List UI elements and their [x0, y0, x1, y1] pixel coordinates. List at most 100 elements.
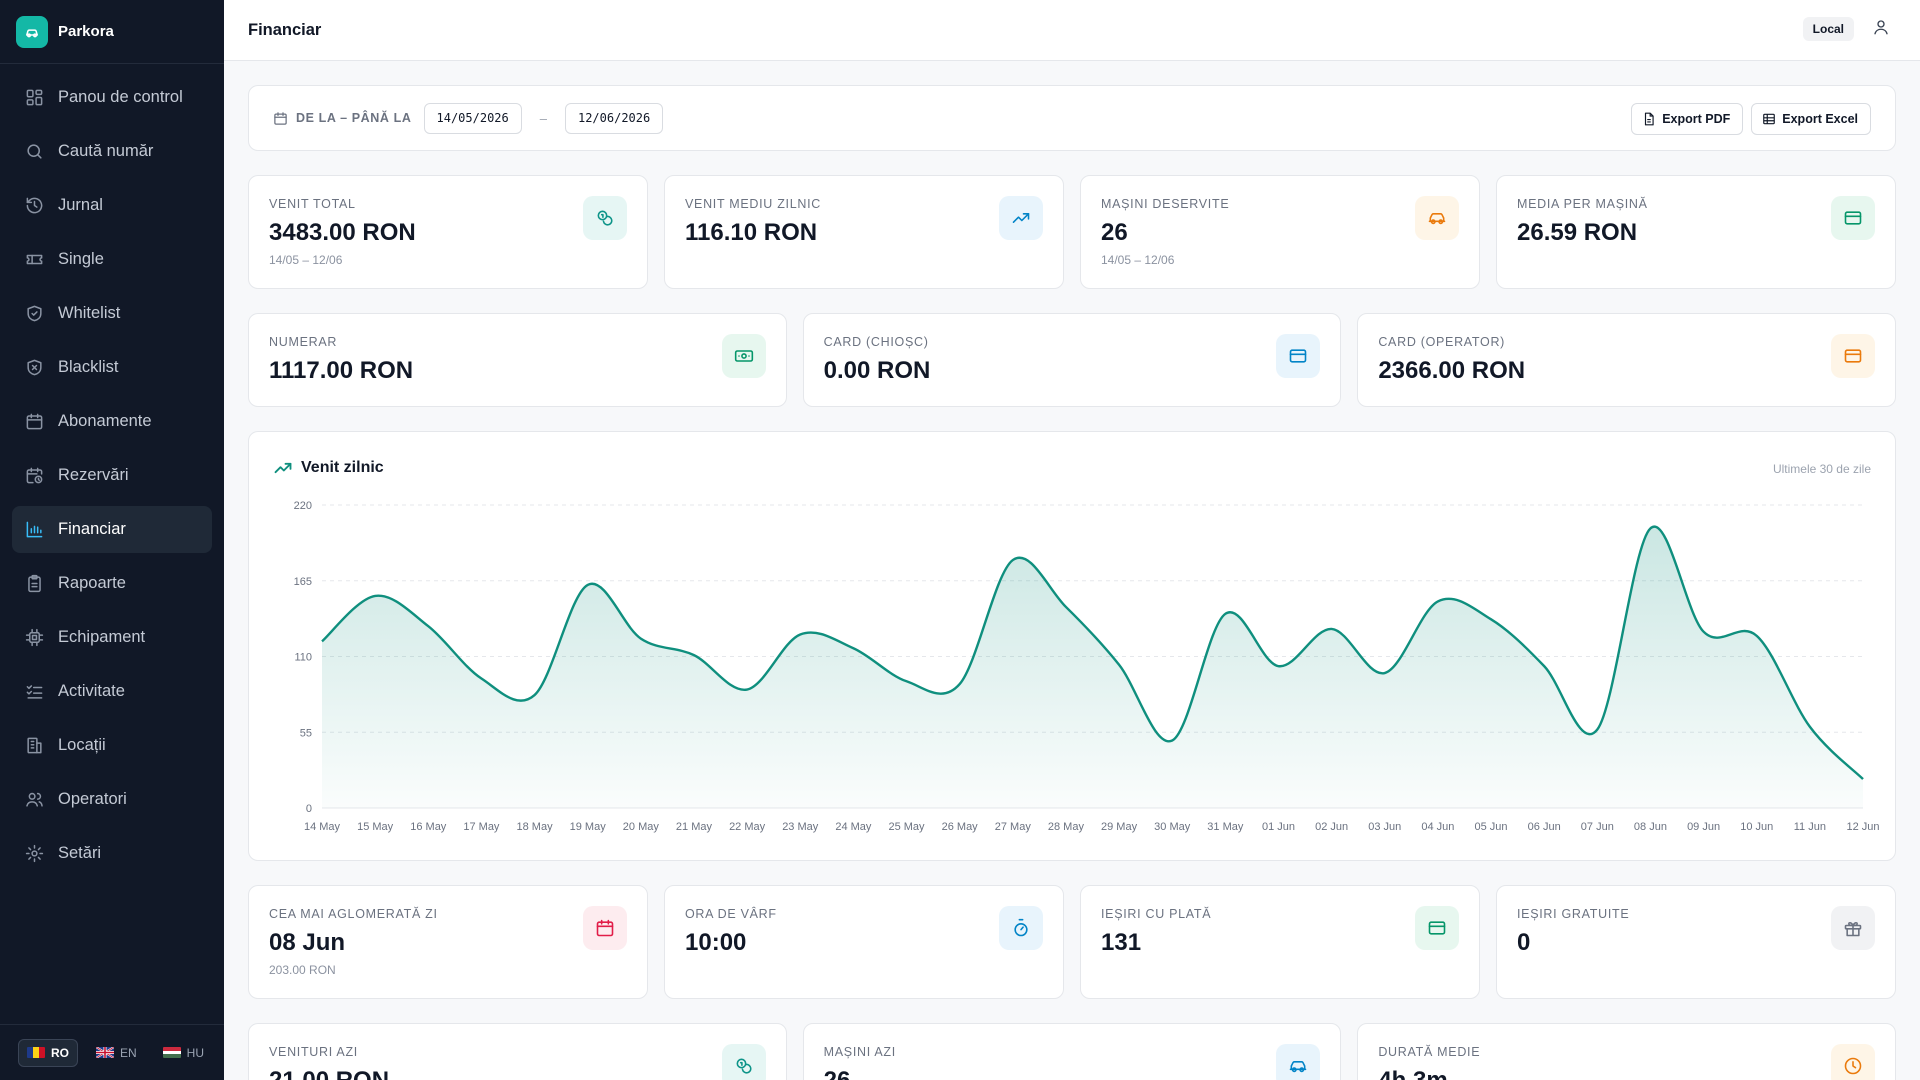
car-logo-icon	[16, 15, 48, 48]
stat-card-mașini-deservite: MAȘINI DESERVITE 26 14/05 – 12/06	[1080, 175, 1480, 289]
app-name: Parkora	[58, 23, 114, 40]
y-tick-label: 55	[300, 727, 312, 739]
calendar-icon	[274, 111, 287, 125]
x-tick-label: 05 Jun	[1475, 821, 1508, 833]
sidebar-item-abonamente[interactable]: Abonamente	[12, 398, 212, 445]
stat-card-durată-medie: DURATĂ MEDIE 4h 3m	[1357, 1023, 1896, 1080]
sidebar-item-whitelist[interactable]: Whitelist	[12, 290, 212, 337]
stat-value: 2366.00 RON	[1378, 357, 1526, 384]
filter-label-text: DE LA – PÂNĂ LA	[296, 111, 412, 125]
user-icon[interactable]	[1872, 18, 1890, 41]
sidebar-item-activitate[interactable]: Activitate	[12, 668, 212, 715]
coins-icon	[583, 196, 627, 240]
sidebar-item-rapoarte[interactable]: Rapoarte	[12, 560, 212, 607]
sidebar-item-echipament[interactable]: Echipament	[12, 614, 212, 661]
history-icon	[24, 196, 44, 216]
table-icon	[1763, 113, 1776, 125]
x-tick-label: 15 May	[357, 821, 394, 833]
sidebar-item-operatori[interactable]: Operatori	[12, 776, 212, 823]
bar-chart-icon	[24, 520, 44, 540]
x-tick-label: 21 May	[676, 821, 713, 833]
export-excel-button[interactable]: Export Excel	[1751, 103, 1871, 135]
stat-value: 3483.00 RON	[269, 219, 416, 246]
x-tick-label: 22 May	[729, 821, 766, 833]
stat-value: 0.00 RON	[823, 357, 931, 384]
credit-card-icon	[1415, 906, 1459, 950]
date-range-label: DE LA – PÂNĂ LA	[273, 111, 412, 126]
language-switcher: RO EN HU	[0, 1024, 224, 1080]
stat-value: 131	[1101, 929, 1142, 956]
sidebar-item-setări[interactable]: Setări	[12, 830, 212, 877]
chart-title-text: Venit zilnic	[301, 459, 384, 476]
stat-label: IEȘIRI GRATUITE	[1517, 907, 1630, 921]
sidebar-item-locații[interactable]: Locații	[12, 722, 212, 769]
ticket-icon	[24, 250, 44, 270]
language-ro-button[interactable]: RO	[18, 1038, 78, 1067]
credit-card-icon	[1276, 334, 1321, 378]
clipboard-icon	[24, 574, 44, 594]
language-code: RO	[51, 1045, 69, 1060]
x-tick-label: 30 May	[1154, 821, 1191, 833]
sidebar-item-label: Jurnal	[58, 196, 103, 214]
sidebar-item-label: Whitelist	[58, 304, 121, 322]
stat-card-venit-total: VENIT TOTAL 3483.00 RON 14/05 – 12/06	[248, 175, 648, 289]
brand[interactable]: Parkora	[0, 0, 224, 64]
page-title: Financiar	[248, 20, 322, 39]
x-tick-label: 10 Jun	[1740, 821, 1773, 833]
x-tick-label: 17 May	[463, 821, 500, 833]
stat-card-numerar: NUMERAR 1117.00 RON	[248, 313, 787, 407]
top-header: Financiar Local	[224, 0, 1920, 61]
building-icon	[24, 736, 44, 756]
stat-label: CEA MAI AGLOMERATĂ ZI	[269, 907, 438, 921]
trending-up-icon	[274, 462, 292, 474]
sidebar-item-rezervări[interactable]: Rezervări	[12, 452, 212, 499]
stat-label: VENITURI AZI	[269, 1045, 358, 1059]
date-separator: –	[539, 110, 547, 126]
date-from-input[interactable]: 14/05/2026	[423, 102, 522, 134]
stat-value: 08 Jun	[269, 929, 346, 956]
sidebar-item-single[interactable]: Single	[12, 236, 212, 283]
stat-value: 26	[824, 1067, 851, 1080]
sidebar-item-label: Caută număr	[58, 142, 154, 160]
chip-icon	[24, 628, 44, 648]
sidebar-item-jurnal[interactable]: Jurnal	[12, 182, 212, 229]
stat-value: 116.10 RON	[685, 219, 818, 246]
x-tick-label: 27 May	[995, 821, 1032, 833]
sidebar-item-panou-de-control[interactable]: Panou de control	[12, 74, 212, 121]
y-tick-label: 165	[294, 576, 312, 588]
stat-subtext: 203.00 RON	[269, 963, 336, 977]
sidebar-item-caută-număr[interactable]: Caută număr	[12, 128, 212, 175]
stat-card-cea-mai-aglomerată-zi: CEA MAI AGLOMERATĂ ZI 08 Jun 203.00 RON	[248, 885, 648, 999]
sidebar-item-label: Operatori	[58, 790, 127, 808]
sidebar-item-label: Setări	[58, 844, 102, 862]
stat-label: CARD (OPERATOR)	[1378, 335, 1506, 349]
credit-card-icon	[1831, 196, 1875, 240]
sidebar-item-label: Blacklist	[58, 358, 119, 376]
stat-label: IEȘIRI CU PLATĂ	[1101, 907, 1212, 921]
sidebar-item-financiar[interactable]: Financiar	[12, 506, 212, 553]
revenue-area	[322, 526, 1863, 808]
stat-card-card-chioșc-: CARD (CHIOȘC) 0.00 RON	[802, 313, 1342, 407]
date-filter-card: DE LA – PÂNĂ LA 14/05/2026 – 12/06/2026 …	[248, 85, 1896, 151]
sidebar-item-label: Rezervări	[58, 466, 129, 484]
chart-range-label: Ultimele 30 de zile	[1772, 462, 1871, 476]
stat-subtext: 14/05 – 12/06	[1101, 253, 1175, 267]
stat-value: 21.00 RON	[269, 1067, 389, 1080]
location-badge[interactable]: Local	[1802, 17, 1854, 41]
flag-en-icon	[96, 1047, 114, 1058]
language-hu-button[interactable]: HU	[155, 1040, 212, 1066]
export-pdf-label: Export PDF	[1662, 112, 1731, 126]
export-pdf-button[interactable]: Export PDF	[1631, 103, 1744, 135]
date-to-input[interactable]: 12/06/2026	[564, 102, 664, 134]
x-tick-label: 29 May	[1101, 821, 1138, 833]
language-code: HU	[186, 1045, 205, 1060]
language-en-button[interactable]: EN	[88, 1040, 145, 1066]
x-tick-label: 23 May	[782, 821, 819, 833]
daily-revenue-chart: 0 55 110 165 220 14 May 15 May 16 May 17 May 18 M…	[294, 500, 1880, 833]
revenue-line	[321, 525, 1864, 780]
sidebar-item-blacklist[interactable]: Blacklist	[12, 344, 212, 391]
search-icon	[24, 142, 44, 162]
list-checks-icon	[24, 682, 44, 702]
x-tick-label: 20 May	[623, 821, 660, 833]
stat-value: 26	[1101, 219, 1128, 246]
